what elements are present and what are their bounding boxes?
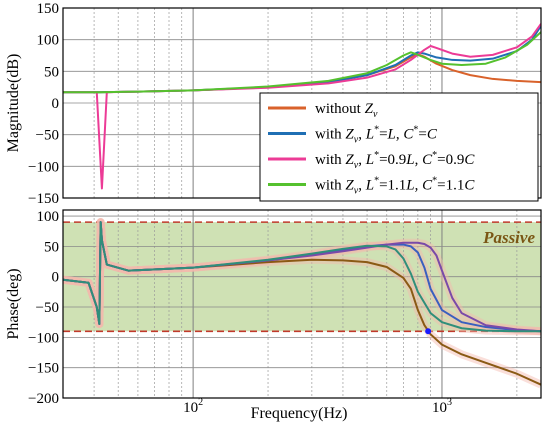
phase-panel: −200 −150 −100 −50 0 50 100 Passive Phase(deg) — [5, 209, 542, 407]
y-tick-label: 50 — [44, 64, 59, 80]
y-tick-label: −200 — [28, 391, 59, 407]
legend-label-with_1_1: with Zv, L*=1.1L, C*=1.1C — [315, 176, 475, 197]
x-axis-title: Frequency(Hz) — [251, 405, 348, 422]
y-tick-label: −100 — [28, 159, 59, 175]
plot-frame — [62, 209, 542, 399]
legend-box — [259, 92, 539, 202]
y-tick-label: −150 — [28, 191, 59, 207]
y-tick-label: 100 — [37, 209, 60, 225]
y-tick-label: −50 — [36, 128, 59, 144]
passive-label: Passive — [482, 228, 535, 247]
series-line-with_1_1 — [63, 31, 541, 94]
y-tick-label: 100 — [37, 33, 60, 49]
y-tick-label: −150 — [28, 361, 59, 377]
y-tick-label: −50 — [36, 300, 59, 316]
magnitude-panel: −150 −100 −50 0 50 100 150 Magnitude(dB) without… — [5, 1, 542, 207]
legend-label-with_0_9: with Zv, L*=0.9L, C*=0.9C — [315, 150, 475, 171]
y-tick-label: 0 — [52, 270, 60, 286]
frequency-tick-labels: 102 103 — [183, 397, 452, 416]
y-tick-label: 150 — [37, 1, 60, 17]
x-tick-label: 103 — [432, 397, 452, 416]
crossing-marker — [425, 328, 432, 335]
y-axis-title: Phase(deg) — [5, 268, 22, 339]
x-tick-label: 102 — [183, 397, 203, 416]
legend: without Zv with Zv, L*=L, C*=C with Zv, L*… — [259, 92, 539, 202]
legend-label-without: without Zv — [315, 101, 378, 120]
series-line-with_1_1 — [63, 221, 541, 333]
legend-label-with_nominal: with Zv, L*=L, C*=C — [315, 125, 438, 146]
y-tick-label: 50 — [44, 239, 59, 255]
y-axis-title: Magnitude(dB) — [5, 54, 22, 153]
y-tick-label: −100 — [28, 330, 59, 346]
y-tick-label: 0 — [52, 96, 60, 112]
